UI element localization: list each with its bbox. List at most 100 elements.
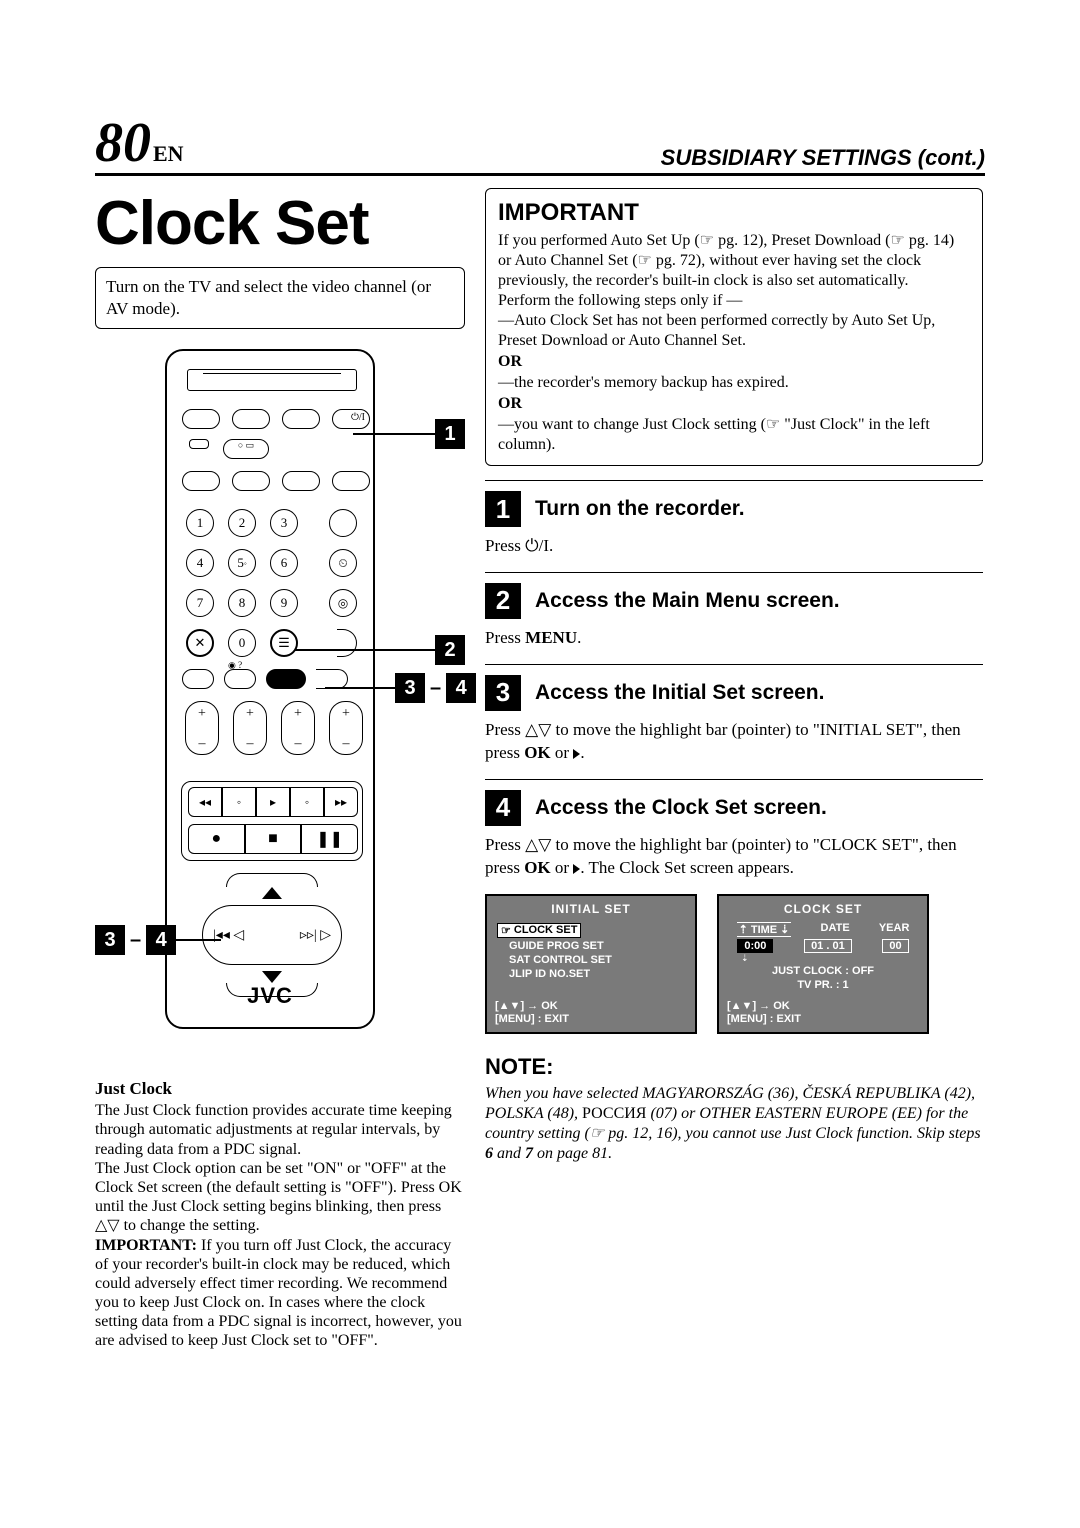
osd1-i1: CLOCK SET [514,924,578,936]
step-body-1: Press ⏻/I. [485,535,983,558]
remote-key-7: 7 [186,589,214,617]
remote-num-row-2: 4 5◦ 6 [186,549,298,577]
step-num-2: 2 [485,583,521,619]
remote-key-8: 8 [228,589,256,617]
remote-diagram: ⏻/I ○ ▭ 1 2 3 [95,349,465,1049]
remote-top-btn [182,409,220,429]
callout-num-3: 3 [95,925,125,955]
important-l3: —you want to change Just Clock setting (… [498,415,970,455]
remote-transport: ◂◂ ◦ ▸ ◦ ▸▸ ● ■ ❚❚ [181,781,363,861]
ff-btn: ▸▸ [324,787,358,817]
dpad-down-icon [262,971,282,983]
step-num-4: 4 [485,790,521,826]
remote-oval-btn [332,471,370,491]
remote-key-6: 6 [270,549,298,577]
remote-plus-minus [185,701,219,755]
callout-line [325,687,395,689]
important-box: IMPORTANT If you performed Auto Set Up (… [485,188,983,466]
osd-clock-set: CLOCK SET ⇡ TIME ⇣ DATE YEAR 0:00 01 . 0… [717,894,929,1034]
osd1-item-1: ☞ CLOCK SET [495,922,687,939]
callout-num-3: 3 [395,673,425,703]
remote-eject-btn: ○ ▭ [223,439,269,459]
just-clock-p3: IMPORTANT: If you turn off Just Clock, t… [95,1236,465,1351]
remote-top-btn [232,409,270,429]
osd1-title: INITIAL SET [495,902,687,916]
remote-oval-btn [232,471,270,491]
step-3: 3 Access the Initial Set screen. [485,664,983,711]
callout-line [176,939,221,941]
step-body-4: Press △▽ to move the highlight bar (poin… [485,834,983,880]
callout-3-4-b: 3 – 4 [95,925,221,955]
step-2: 2 Access the Main Menu screen. [485,572,983,619]
remote-oval-btn [282,471,320,491]
callout-group-34: 3 – 4 [395,673,476,703]
callout-dash: – [130,929,141,952]
remote-disc-btn: ◎ [329,589,357,617]
just-clock-heading: Just Clock [95,1079,465,1099]
osd2-h-time: TIME [751,924,777,936]
remote-oval-btn [182,471,220,491]
remote-row-1b: ○ ▭ [189,439,269,459]
osd1-footer: [▲▼] → OK [MENU] : EXIT [495,1000,569,1025]
callout-line [295,649,435,651]
note-title: NOTE: [485,1054,983,1080]
osd-row: INITIAL SET ☞ CLOCK SET GUIDE PROG SET S… [485,894,983,1034]
osd2-title: CLOCK SET [727,902,919,916]
remote-tiny-btn [189,439,209,449]
osd2-foot1: [▲▼] → OK [727,1000,790,1012]
osd2-v-date: 01 . 01 [804,939,852,953]
remote-plus-minus [233,701,267,755]
important-or2: OR [498,395,970,413]
callout-num-4: 4 [446,673,476,703]
page-number: 80EN [95,115,184,171]
step-body-2: Press MENU. [485,627,983,650]
remote-key-4: 4 [186,549,214,577]
remote-key-1: 1 [186,509,214,537]
remote-top-btn [282,409,320,429]
page-num-value: 80 [95,112,151,174]
step-num-1: 1 [485,491,521,527]
stop-btn: ■ [245,824,302,854]
osd2-v-time: 0:00 [737,939,773,953]
remote-row-2 [182,471,370,491]
page-lang: EN [153,141,184,166]
important-l1: —Auto Clock Set has not been performed c… [498,311,970,351]
remote-key-9: 9 [270,589,298,617]
remote-row-1: ⏻/I [182,409,370,429]
important-title: IMPORTANT [498,199,970,227]
callout-num-4: 4 [146,925,176,955]
osd1-item-2: GUIDE PROG SET [495,939,687,953]
osd1-item-4: JLIP ID NO.SET [495,967,687,981]
remote-key-5: 5◦ [228,549,256,577]
callout-3-4-a: 3 – 4 [325,673,476,703]
osd-initial-set: INITIAL SET ☞ CLOCK SET GUIDE PROG SET S… [485,894,697,1034]
remote-plus-minus [281,701,315,755]
step-num-3: 3 [485,675,521,711]
important-l2: —the recorder's memory backup has expire… [498,373,970,393]
remote-key-2: 2 [228,509,256,537]
osd2-h-year: YEAR [879,922,910,937]
rec-btn: ● [188,824,245,854]
osd2-headers: ⇡ TIME ⇣ DATE YEAR [727,922,919,937]
remote-key-0: 0 [228,629,256,657]
section-title: SUBSIDIARY SETTINGS (cont.) [661,145,985,171]
remote-slit [203,373,341,374]
rew-btn: ◂◂ [188,787,222,817]
dot-btn: ◦ [222,787,256,817]
step-title-1: Turn on the recorder. [535,497,745,521]
callout-num-1: 1 [435,419,465,449]
remote-plus-minus [329,701,363,755]
callout-2: 2 [295,635,465,665]
remote-plus-row [185,701,363,755]
just-clock-p2: The Just Clock option can be set "ON" or… [95,1159,465,1236]
play-btn: ▸ [256,787,290,817]
step-title-2: Access the Main Menu screen. [535,589,840,613]
remote-num-row-1: 1 2 3 [186,509,298,537]
just-clock-p1: The Just Clock function provides accurat… [95,1101,465,1159]
intro-box: Turn on the TV and select the video chan… [95,267,465,329]
remote-num-row-3: 7 8 9 [186,589,298,617]
osd1-item-3: SAT CONTROL SET [495,953,687,967]
pointer-icon: ☞ [501,924,511,937]
osd2-tvpr: TV PR. : 1 [727,978,919,992]
important-p2: Perform the following steps only if — [498,291,970,311]
